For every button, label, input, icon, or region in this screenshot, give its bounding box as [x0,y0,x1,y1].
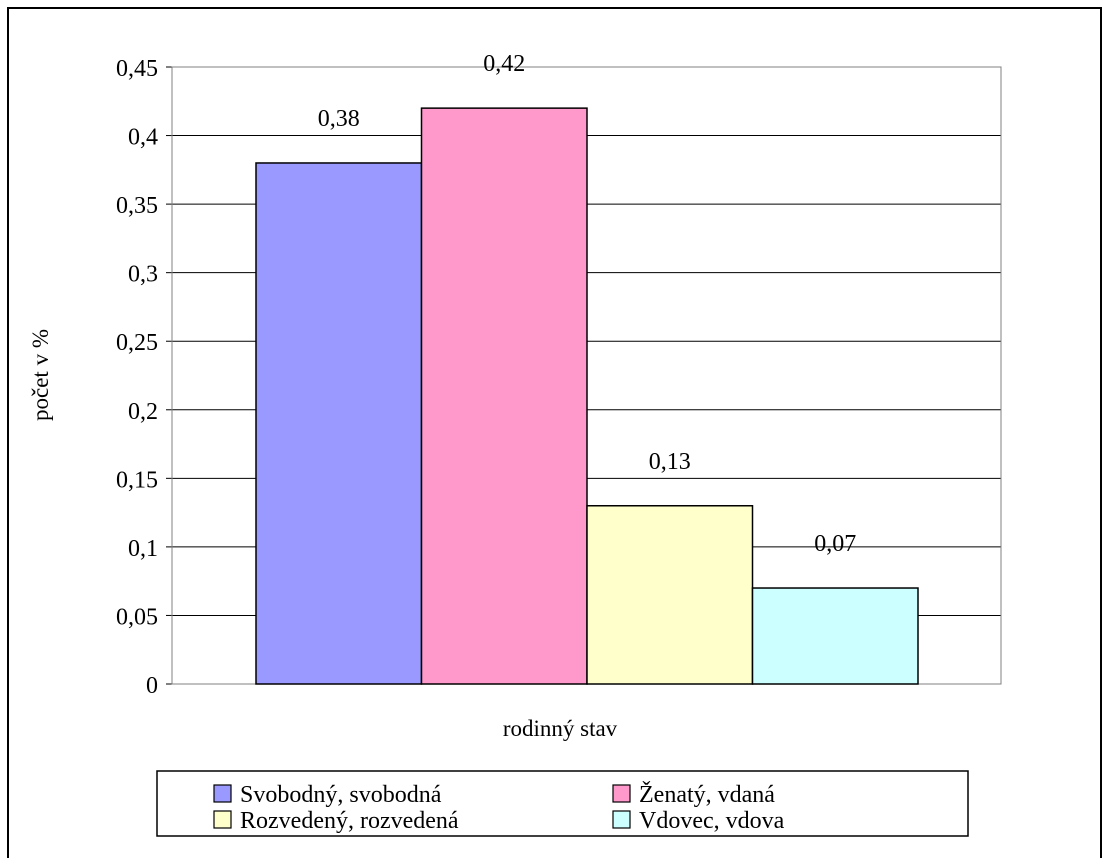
y-tick-labels: 0 0,05 0,1 0,15 0,2 0,25 0,3 0,35 0,4 0,45 [116,56,158,699]
y-tick-label: 0,25 [116,330,158,356]
y-tick-label: 0,05 [116,604,158,630]
legend-label: Svobodný, svobodná [240,782,442,808]
y-tick-label: 0,3 [128,262,158,288]
y-tick-label: 0,15 [116,467,158,493]
data-label: 0,38 [318,106,360,132]
legend-swatch [213,784,232,803]
bar [586,505,754,685]
bar [420,107,588,685]
legend-swatch [213,810,232,829]
y-tick-label: 0,2 [128,399,158,425]
data-label: 0,13 [649,449,691,475]
y-tick-label: 0,1 [128,536,158,562]
y-tick-label: 0,45 [116,56,158,82]
bars [255,107,919,685]
y-tick-label: 0,35 [116,193,158,219]
legend-label: Rozvedený, rozvedená [240,808,459,834]
bar [255,162,423,685]
x-axis-label: rodinný stav [503,716,618,741]
y-tick-label: 0,4 [128,125,158,151]
data-label: 0,42 [483,51,525,77]
data-label: 0,07 [814,531,856,557]
legend-box [156,770,969,837]
legend-label: Vdovec, vdova [639,808,785,834]
legend-label: Ženatý, vdaná [639,782,775,808]
data-labels: 0,38 0,42 0,13 0,07 [318,51,857,557]
legend-swatch [612,784,631,803]
legend: Svobodný, svobodná Ženatý, vdaná Rozvedený… [213,782,785,834]
legend-swatch [612,810,631,829]
y-tick-label: 0 [146,673,158,699]
bar [751,587,919,685]
y-axis-label: počet v % [28,329,53,421]
